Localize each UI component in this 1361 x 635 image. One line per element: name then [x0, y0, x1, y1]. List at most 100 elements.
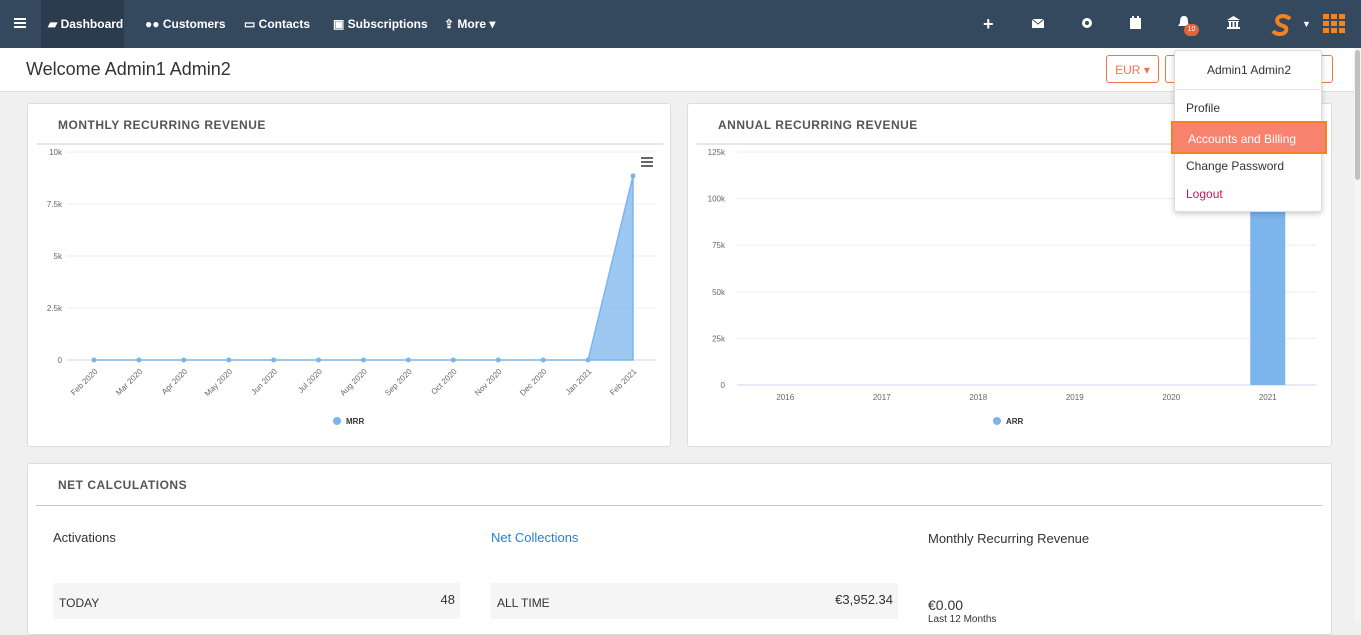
settings-icon[interactable]	[1081, 17, 1093, 29]
x-tick-label: Dec 2020	[518, 367, 549, 398]
heading: Activations	[53, 530, 116, 545]
logo-caret[interactable]: ▼	[1302, 19, 1311, 29]
x-tick-label: Sep 2020	[383, 367, 414, 398]
menu-item[interactable]: Logout	[1186, 187, 1223, 201]
y-tick-label: 25k	[712, 334, 726, 343]
scrollbar	[1354, 48, 1361, 621]
x-tick-label: Jan 2021	[564, 367, 594, 397]
card-title: ANNUAL RECURRING REVENUE	[718, 118, 918, 132]
nav-item[interactable]: ●● Customers	[145, 17, 226, 31]
x-tick-label: 2019	[1066, 393, 1084, 402]
y-tick-label: 0	[58, 356, 63, 365]
menu-item[interactable]: Profile	[1186, 101, 1221, 115]
heading: Monthly Recurring Revenue	[928, 531, 1090, 546]
x-tick-label: 2016	[776, 393, 794, 402]
nav-item[interactable]: ⇪ More ▾	[444, 17, 496, 31]
y-tick-label: 5k	[54, 252, 63, 261]
nav-item[interactable]: ▣ Subscriptions	[333, 17, 428, 31]
y-tick-label: 75k	[712, 241, 726, 250]
scrollbar-thumb[interactable]	[1355, 50, 1360, 180]
user-dropdown: Admin1 Admin2 Profile Accounts and Billi…	[1171, 50, 1327, 212]
legend-marker	[333, 417, 341, 425]
point	[361, 357, 366, 363]
x-tick-label: Feb 2020	[69, 367, 100, 398]
x-tick-label: Jul 2020	[296, 367, 324, 395]
y-tick-label: 100k	[708, 195, 726, 204]
x-tick-label: 2018	[969, 393, 987, 402]
mrr-card: MONTHLY RECURRING REVENUE	[27, 103, 671, 447]
nav-item[interactable]: ▰ Dashboard	[48, 17, 124, 31]
legend-label: ARR	[1006, 417, 1024, 426]
x-tick-label: Jun 2020	[249, 367, 279, 397]
apps-icon[interactable]	[1323, 14, 1345, 34]
row-label: TODAY	[59, 596, 100, 610]
x-tick-label: 2021	[1259, 393, 1277, 402]
x-tick-label: 2017	[873, 393, 891, 402]
divider	[1175, 89, 1321, 90]
y-tick-label: 10k	[49, 148, 63, 157]
export-menu-icon	[641, 165, 653, 167]
point	[585, 357, 591, 363]
calendar-icon[interactable]	[1130, 16, 1141, 29]
x-tick-label: Feb 2021	[608, 367, 639, 398]
bank-icon[interactable]	[1227, 16, 1240, 29]
bell-icon[interactable]	[1178, 16, 1190, 29]
point	[450, 357, 456, 363]
net-card: NET CALCULATIONS Activations TODAY 48 Ne…	[27, 463, 1332, 635]
point	[405, 357, 411, 363]
x-tick-label: Mar 2020	[114, 367, 145, 398]
y-tick-label: 7.5k	[47, 200, 63, 209]
heading-link[interactable]: Net Collections	[491, 530, 579, 545]
x-tick-label: Nov 2020	[473, 367, 504, 398]
amount: €0.00	[928, 597, 964, 613]
y-tick-label: 2.5k	[47, 304, 63, 313]
add-icon[interactable]: +	[983, 14, 994, 34]
menu-item[interactable]: Change Password	[1186, 159, 1285, 173]
y-tick-label: 125k	[708, 148, 726, 157]
note: Last 12 Months	[928, 614, 997, 625]
menu-item-highlighted[interactable]: Accounts and Billing	[1171, 121, 1327, 154]
active-tab	[41, 0, 124, 48]
point	[316, 357, 322, 363]
bar	[1250, 187, 1286, 385]
legend-label: MRR	[346, 417, 364, 426]
header: Welcome Admin1 Admin2 EUR ▾	[0, 48, 1361, 92]
y-tick-label: 0	[721, 381, 726, 390]
y-tick-label: 50k	[712, 288, 726, 297]
row-label: ALL TIME	[497, 596, 550, 610]
export-menu-icon	[641, 157, 653, 159]
nav-item[interactable]: ▭ Contacts	[244, 17, 311, 31]
row-value: €3,952.34	[835, 592, 893, 607]
legend-marker	[993, 417, 1001, 425]
mail-icon[interactable]	[1032, 19, 1044, 28]
x-tick-label: 2020	[1162, 393, 1180, 402]
export-menu-icon	[641, 161, 653, 163]
point	[136, 357, 142, 363]
x-tick-label: Oct 2020	[429, 367, 459, 397]
point	[540, 357, 546, 363]
point	[181, 357, 187, 363]
x-tick-label: May 2020	[203, 367, 235, 399]
charts: 0 2.5k 5k 7.5k 10k Feb 2020 Mar 2020 Apr 2020 Ma…	[37, 143, 1323, 426]
currency-button[interactable]: EUR ▾	[1106, 55, 1159, 83]
divider	[36, 505, 1323, 506]
row: ALL TIME €3,952.34	[491, 583, 898, 619]
row: TODAY 48	[53, 583, 460, 619]
x-tick-label: Aug 2020	[338, 367, 369, 398]
notification-badge: 10	[1184, 24, 1199, 36]
dropdown-user: Admin1 Admin2	[1206, 63, 1292, 77]
x-tick-label: Apr 2020	[160, 367, 190, 397]
point	[495, 357, 501, 363]
row-value: 48	[440, 592, 455, 607]
menu-icon[interactable]	[14, 17, 26, 29]
point	[226, 357, 232, 363]
point	[630, 173, 636, 179]
point	[91, 357, 97, 363]
logo[interactable]	[1270, 13, 1294, 37]
welcome: Welcome Admin1 Admin2	[26, 59, 231, 79]
card-title: NET CALCULATIONS	[58, 478, 188, 492]
card-title: MONTHLY RECURRING REVENUE	[58, 118, 266, 132]
navbar: ▰ Dashboard ●● Customers ▭ Contacts ▣ Su…	[0, 0, 1361, 48]
point	[271, 357, 277, 363]
